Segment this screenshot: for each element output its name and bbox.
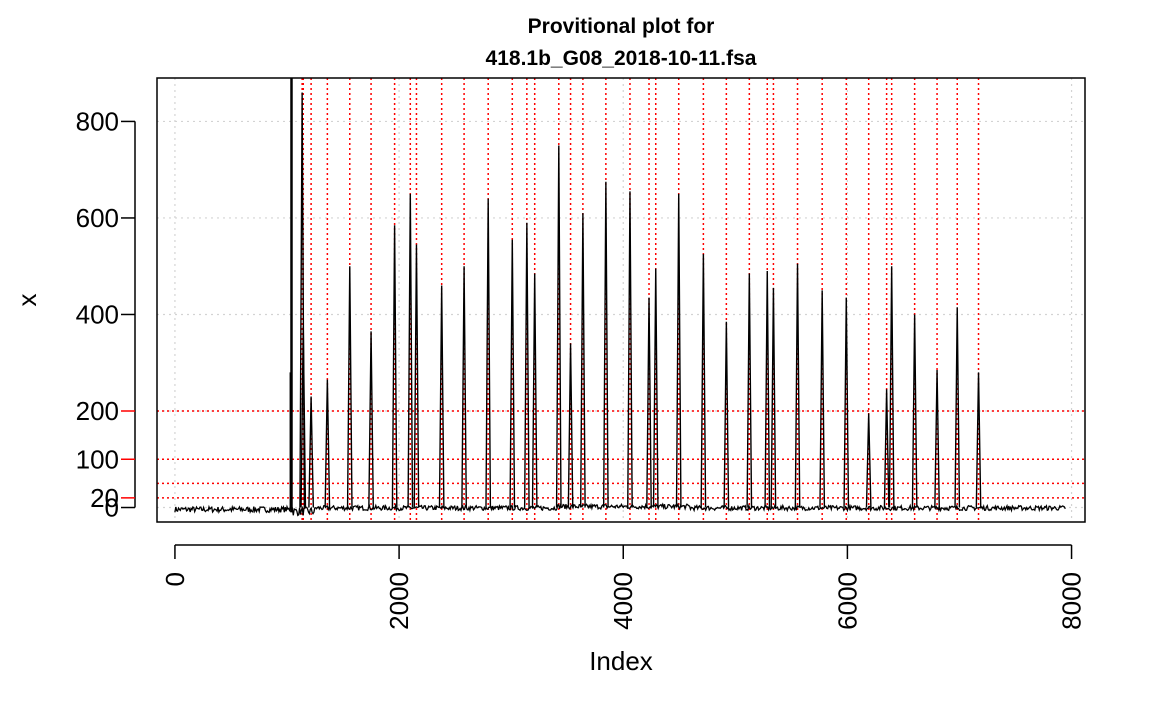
y-tick-label: 20 [90,483,119,513]
x-tick-label: 2000 [384,572,414,630]
series-peak [865,413,872,508]
x-tick-label: 4000 [608,572,638,630]
series-peak [934,369,940,508]
series-peak [602,181,609,508]
series-peak [531,273,538,508]
series-peak [368,331,374,508]
series-peak [954,307,961,508]
series-layer [174,78,1066,517]
series-peak [308,396,315,508]
x-tick-label: 6000 [832,572,862,630]
series-peak [888,266,895,508]
x-tick-label: 8000 [1057,572,1087,630]
y-tick-label: 800 [76,106,119,136]
y-axis: 020 100 200 400 600 800 [76,106,136,523]
series-peak [438,285,445,508]
series-peak [407,193,414,508]
y-axis-label: x [12,294,42,307]
threshold-layer [157,410,1085,499]
series-peak [346,266,353,508]
y-tick-label: 0 [105,493,119,523]
x-tick-label: 0 [160,572,190,586]
x-axis: 0 2000 4000 6000 8000 [160,544,1087,630]
series-peak [523,222,530,508]
series-peak [509,239,516,508]
grid-layer [157,78,1085,522]
series-peak [300,326,307,508]
series-peak [324,379,331,508]
series-peak [579,213,586,508]
series-peak [911,314,918,508]
y-tick-label: 400 [76,299,119,329]
x-axis-label: Index [589,646,653,676]
series-peak [652,268,659,508]
series-peak [567,343,574,508]
series-peak [413,244,420,508]
series-peak [843,297,850,508]
series-peak [746,273,753,508]
series-peak [391,225,398,508]
series-peak [975,372,982,508]
y-tick-label: 200 [76,396,119,426]
series-peak [675,193,682,508]
plot-frame [156,77,1086,523]
series-peak [555,145,562,508]
series-peak [461,266,467,508]
chart-title-line-2: 418.1b_G08_2018-10-11.fsa [486,47,757,70]
y-tick-label: 100 [76,444,119,474]
series-peak [770,287,777,508]
series-peak [794,263,801,508]
series-peak [646,297,652,508]
chart-title-line-1: Provitional plot for [528,15,715,38]
peak-marker-layer [301,78,980,522]
series-peak [485,198,492,508]
series-peak [819,290,826,508]
series-peak [627,191,633,508]
series-peak [700,254,707,508]
series-peak [764,271,771,508]
series-peak [883,389,890,508]
y-tick-label: 600 [76,203,119,233]
series-peak [723,321,730,508]
